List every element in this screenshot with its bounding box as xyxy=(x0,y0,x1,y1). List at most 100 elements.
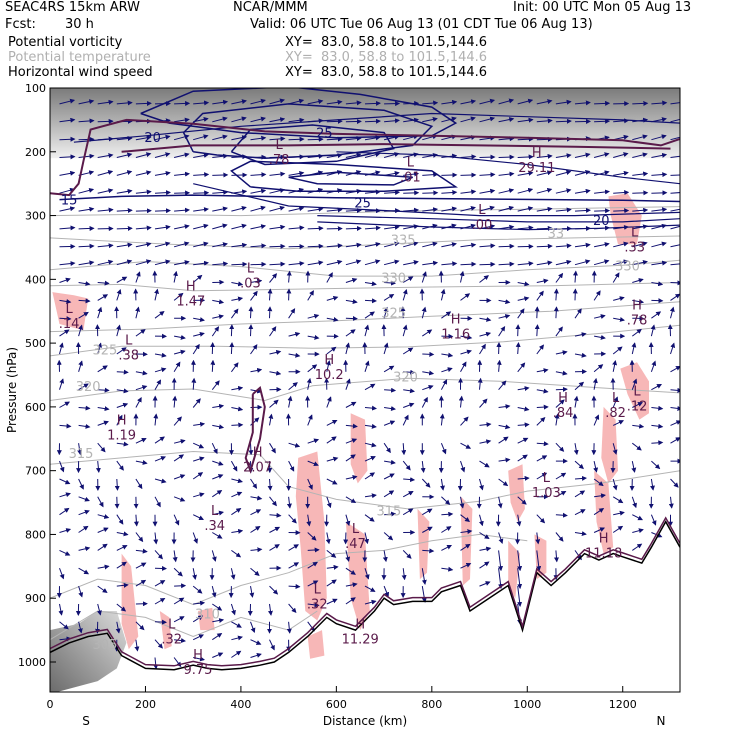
extremum-value-16: 2.07 xyxy=(243,460,272,475)
wind-vector-307 xyxy=(230,568,236,580)
wind-vector-900 xyxy=(632,543,643,551)
wind-vector-348 xyxy=(269,154,286,160)
wind-vector-539 xyxy=(383,365,395,373)
wind-vector-224 xyxy=(193,223,209,230)
wind-vector-927 xyxy=(670,118,680,123)
wind-vector-336 xyxy=(250,509,262,516)
wind-vector-886 xyxy=(632,299,645,305)
wind-vector-563 xyxy=(402,288,408,301)
wind-vector-545 xyxy=(383,473,395,480)
wind-vector-452 xyxy=(325,360,331,372)
wind-vector-457 xyxy=(326,456,339,462)
theta-contour-8 xyxy=(50,533,528,606)
wind-vector-494 xyxy=(345,597,356,605)
wind-vector-907 xyxy=(651,207,668,213)
wind-vector-283 xyxy=(231,135,248,141)
extremum-value-12: .12 xyxy=(627,400,648,415)
wind-vector-240 xyxy=(192,514,204,521)
wind-vector-155 xyxy=(154,134,171,141)
wind-vector-948 xyxy=(668,496,674,509)
wind-vector-395 xyxy=(288,442,301,448)
wind-vector-193 xyxy=(173,241,190,248)
pv-shade-positive-11 xyxy=(508,540,521,599)
pv-shade-positive-12 xyxy=(121,553,139,650)
pv-contours xyxy=(50,118,680,474)
wind-vector-93 xyxy=(116,136,133,142)
x-tick-label-3: 600 xyxy=(326,698,347,711)
extremum-type-12: L xyxy=(633,385,641,400)
wind-vector-53 xyxy=(78,496,90,502)
wind-vector-543 xyxy=(383,442,391,454)
wind-vector-521 xyxy=(364,568,370,580)
wind-vector-332 xyxy=(248,443,254,456)
forecast-hours: 30 h xyxy=(65,17,94,32)
wind-vector-492 xyxy=(345,567,356,575)
wind-vector-674 xyxy=(479,317,492,322)
wind-vector-2 xyxy=(59,136,76,142)
wind-vector-312 xyxy=(231,650,242,658)
wind-vector-549 xyxy=(382,550,388,563)
wind-vector-142 xyxy=(135,460,148,465)
wind-vector-47 xyxy=(78,383,89,391)
wind-vector-368 xyxy=(269,512,282,518)
wind-vector-807 xyxy=(574,242,591,248)
x-tick-label-4: 800 xyxy=(421,698,442,711)
wind-vector-723 xyxy=(517,206,534,212)
wind-label-0: 20 xyxy=(144,131,161,146)
wind-vector-815 xyxy=(574,381,585,391)
wind-vector-402 xyxy=(288,562,300,569)
wind-vector-381 xyxy=(288,187,305,194)
wind-vector-419 xyxy=(307,313,320,319)
wind-vector-670 xyxy=(479,243,496,249)
wind-vector-604 xyxy=(422,526,433,533)
wind-vector-714 xyxy=(498,532,504,544)
wind-vector-76 xyxy=(97,365,108,373)
wind-vector-104 xyxy=(116,324,121,337)
wind-vector-414 xyxy=(307,225,324,231)
wind-vector-383 xyxy=(288,225,305,231)
wind-vector-504 xyxy=(364,259,381,266)
wind-vector-789 xyxy=(555,399,565,408)
wind-vector-393 xyxy=(287,395,293,408)
wind-vector-546 xyxy=(383,490,395,498)
wind-vector-98 xyxy=(116,225,133,231)
wind-vector-571 xyxy=(401,443,407,456)
wind-vector-241 xyxy=(192,532,198,544)
wind-vector-556 xyxy=(403,171,420,177)
wind-vector-484 xyxy=(345,423,358,429)
wind-vector-442 xyxy=(326,188,343,194)
valid-time: Valid: 06 UTC Tue 06 Aug 13 (01 CDT Tue … xyxy=(250,17,593,32)
wind-vector-548 xyxy=(383,532,394,541)
wind-vector-597 xyxy=(421,396,428,408)
wind-vector-577 xyxy=(402,550,412,559)
wind-vector-14 xyxy=(58,342,64,355)
wind-vector-739 xyxy=(517,496,527,505)
wind-contour-5 xyxy=(288,171,413,186)
wind-vector-75 xyxy=(97,342,103,355)
wind-vector-233 xyxy=(191,377,197,390)
wind-label-1: 25 xyxy=(316,127,333,142)
wind-vector-110 xyxy=(116,441,129,447)
wind-vector-731 xyxy=(515,342,521,355)
extremum-type-7: L xyxy=(65,302,73,317)
wind-vector-151 xyxy=(135,621,145,631)
wind-vector-878 xyxy=(632,152,648,158)
wind-vector-237 xyxy=(193,456,205,462)
wind-vector-235 xyxy=(193,421,206,427)
wind-vector-567 xyxy=(403,369,416,375)
wind-vector-921 xyxy=(651,460,661,470)
wind-vector-540 xyxy=(384,387,397,393)
extremum-type-23: H xyxy=(355,617,365,632)
wind-vector-763 xyxy=(536,404,549,410)
wind-contour-4 xyxy=(230,160,458,193)
theta-label-10: 305 xyxy=(92,638,117,653)
theta-label-8: 315 xyxy=(376,504,401,519)
wind-vector-791 xyxy=(555,442,565,452)
wind-vector-790 xyxy=(554,413,560,426)
wind-vector-298 xyxy=(231,406,244,412)
wind-vector-405 xyxy=(286,621,292,634)
wind-vector-261 xyxy=(212,314,224,320)
wind-vector-751 xyxy=(536,187,553,194)
wind-vector-879 xyxy=(632,171,649,177)
wind-vector-527 xyxy=(383,152,400,158)
